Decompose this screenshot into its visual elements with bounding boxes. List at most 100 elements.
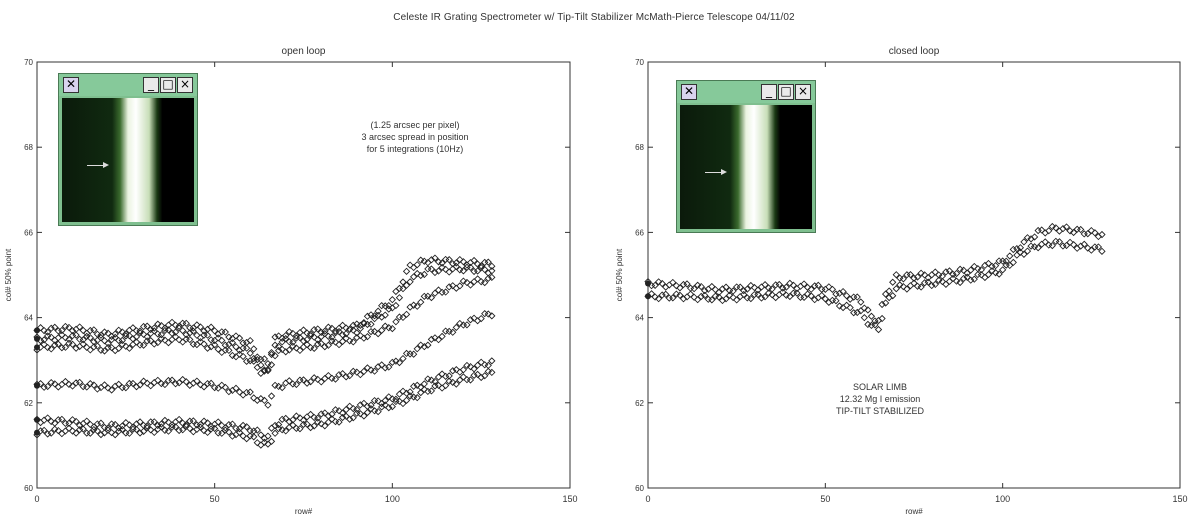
data-point (399, 399, 407, 408)
data-point (150, 428, 158, 437)
data-point (438, 332, 446, 341)
data-point (853, 308, 861, 317)
data-point (406, 350, 414, 358)
data-point (1034, 244, 1042, 252)
data-point (459, 277, 468, 285)
data-point (338, 331, 347, 339)
data-point (54, 334, 62, 342)
data-point (764, 289, 773, 297)
data-point (257, 441, 265, 449)
data-point (477, 262, 485, 270)
data-point (835, 289, 844, 297)
data-point (331, 406, 340, 414)
data-point (999, 266, 1007, 274)
data-point (420, 343, 428, 351)
data-point (342, 324, 350, 332)
data-point (952, 277, 961, 285)
data-point (807, 285, 815, 293)
minimize-button[interactable]: _ (143, 77, 159, 93)
data-point (420, 270, 428, 279)
data-point (1023, 247, 1032, 255)
data-point (93, 385, 102, 393)
arrow-icon (87, 162, 109, 168)
data-point (828, 285, 837, 293)
data-point (267, 361, 276, 369)
data-point (179, 419, 187, 427)
data-point (243, 388, 251, 397)
data-point (768, 285, 776, 293)
data-point (1052, 224, 1060, 232)
series-2 (644, 222, 1106, 325)
window-menu-icon[interactable]: ✕ (63, 77, 79, 93)
data-point (193, 377, 201, 385)
data-point (779, 284, 787, 292)
data-point (1023, 234, 1032, 242)
minimize-button[interactable]: _ (761, 84, 777, 100)
data-point (154, 376, 162, 384)
data-point (1091, 229, 1099, 237)
y-axis-label: col# 50% point (615, 248, 624, 301)
close-button[interactable]: × (177, 77, 193, 93)
data-point (221, 346, 229, 354)
data-point (899, 275, 907, 283)
data-point (740, 287, 748, 295)
data-point (363, 312, 372, 320)
data-point (811, 282, 819, 290)
x-tick-label: 100 (995, 494, 1010, 504)
y-tick-label: 70 (24, 58, 33, 67)
data-point (807, 292, 815, 300)
data-point (72, 331, 80, 339)
data-point (481, 258, 489, 267)
data-point (917, 283, 925, 291)
data-point (260, 367, 269, 375)
data-point (196, 338, 205, 346)
data-point (264, 367, 272, 375)
close-button[interactable]: × (795, 84, 811, 100)
data-point (655, 295, 663, 303)
data-point (410, 301, 418, 309)
data-point (456, 266, 464, 274)
data-point (466, 376, 475, 384)
data-point (221, 341, 229, 349)
window-menu-icon[interactable]: ✕ (681, 84, 697, 100)
data-point (214, 418, 222, 426)
data-point (349, 338, 357, 346)
data-point (86, 326, 94, 335)
data-point (321, 343, 329, 351)
data-point (683, 280, 691, 288)
data-point (253, 396, 261, 405)
data-point (257, 395, 265, 403)
data-point (484, 274, 492, 283)
data-point (995, 270, 1003, 278)
data-point (679, 280, 688, 289)
data-point (157, 334, 166, 343)
solar-limb-image (680, 105, 812, 229)
data-point (360, 334, 368, 342)
data-point (203, 419, 212, 427)
data-point (385, 363, 393, 371)
data-point (260, 355, 269, 363)
data-point (83, 332, 91, 341)
series-1 (644, 237, 1106, 334)
series-5 (33, 357, 496, 442)
data-point (995, 257, 1003, 265)
data-point (260, 366, 269, 374)
maximize-button[interactable]: □ (778, 84, 794, 100)
data-point (239, 339, 247, 347)
data-point (733, 296, 741, 304)
data-point (54, 416, 62, 424)
data-point (104, 426, 112, 434)
data-point (477, 278, 485, 286)
data-point (434, 258, 443, 266)
data-point (395, 284, 404, 293)
data-point (449, 328, 457, 336)
maximize-button[interactable]: □ (160, 77, 176, 93)
data-point (395, 313, 404, 321)
data-point (434, 336, 443, 344)
data-point (370, 312, 379, 320)
data-point (207, 425, 215, 433)
data-point (122, 332, 130, 340)
data-point (324, 371, 333, 380)
data-point (83, 383, 91, 391)
data-point (725, 286, 734, 295)
